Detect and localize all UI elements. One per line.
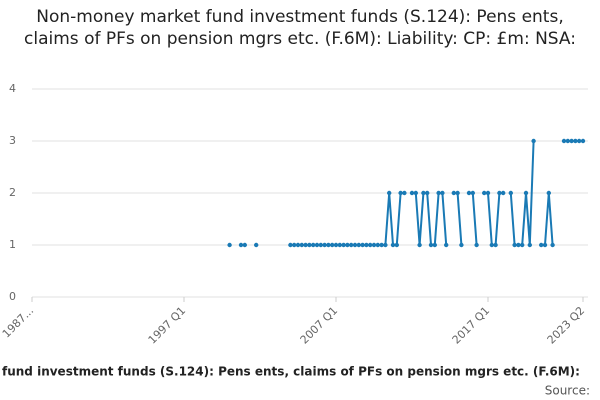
- y-tick-label: 1: [9, 238, 16, 251]
- point: [580, 138, 586, 144]
- point: [421, 190, 426, 196]
- point: [573, 138, 578, 144]
- point: [341, 242, 346, 248]
- chart-title: Non-money market fund investment funds (…: [24, 7, 576, 49]
- point: [417, 242, 422, 248]
- point: [542, 242, 548, 248]
- y-tick-label: 3: [9, 134, 16, 147]
- point: [550, 242, 555, 248]
- point: [466, 190, 472, 196]
- x-tick-label: 1997 Q1: [146, 304, 189, 347]
- point: [349, 242, 354, 248]
- point: [520, 242, 525, 248]
- point: [288, 242, 293, 248]
- point: [390, 242, 396, 248]
- point: [432, 242, 437, 248]
- point: [577, 138, 582, 144]
- point: [440, 190, 445, 196]
- x-tick-label: 2007 Q1: [298, 304, 341, 347]
- point: [531, 138, 536, 144]
- point: [356, 242, 361, 248]
- point: [474, 242, 479, 248]
- point: [482, 190, 487, 196]
- point: [402, 190, 407, 196]
- point: [375, 242, 380, 248]
- point: [292, 242, 297, 248]
- point: [333, 242, 339, 248]
- point: [501, 190, 506, 196]
- point: [516, 242, 521, 248]
- footer: fund investment funds (S.124): Pens ents…: [2, 365, 580, 379]
- point: [451, 190, 456, 196]
- point: [497, 190, 502, 196]
- point: [254, 242, 259, 248]
- point: [565, 138, 570, 144]
- point: [330, 242, 335, 248]
- point: [345, 242, 350, 248]
- point: [242, 242, 247, 248]
- y-tick-label: 4: [9, 82, 16, 95]
- point: [238, 242, 244, 248]
- point: [508, 190, 513, 196]
- x-tick-label: 2017 Q1: [450, 304, 493, 347]
- point: [326, 242, 331, 248]
- point: [527, 242, 532, 248]
- point: [295, 242, 301, 248]
- point: [455, 190, 460, 196]
- point: [364, 242, 369, 248]
- source: Source:: [545, 384, 590, 398]
- point: [314, 242, 320, 248]
- y-tick-label: 0: [9, 290, 16, 303]
- point: [493, 242, 498, 248]
- point: [303, 242, 308, 248]
- point: [383, 242, 388, 248]
- point: [523, 190, 529, 196]
- point: [470, 190, 475, 196]
- point: [546, 190, 551, 196]
- point: [413, 190, 418, 196]
- point: [227, 242, 232, 248]
- point: [512, 242, 517, 248]
- point: [394, 242, 399, 248]
- point: [337, 242, 342, 248]
- point: [561, 138, 567, 144]
- point: [436, 190, 441, 196]
- point: [459, 242, 464, 248]
- x-tick-label: 1987...: [0, 304, 36, 340]
- point: [352, 242, 358, 248]
- point: [485, 190, 491, 196]
- point: [387, 190, 392, 196]
- point: [322, 242, 327, 248]
- point: [371, 242, 377, 248]
- point: [360, 242, 365, 248]
- point: [409, 190, 415, 196]
- point: [539, 242, 544, 248]
- point: [425, 190, 430, 196]
- point: [368, 242, 373, 248]
- point: [569, 138, 574, 144]
- x-tick-label: 2023 Q2: [545, 304, 588, 347]
- point: [398, 190, 403, 196]
- point: [311, 242, 316, 248]
- y-tick-label: 2: [9, 186, 16, 199]
- point: [379, 242, 384, 248]
- point: [318, 242, 323, 248]
- point: [489, 242, 494, 248]
- point: [428, 242, 434, 248]
- point: [307, 242, 312, 248]
- point: [299, 242, 304, 248]
- point: [444, 242, 449, 248]
